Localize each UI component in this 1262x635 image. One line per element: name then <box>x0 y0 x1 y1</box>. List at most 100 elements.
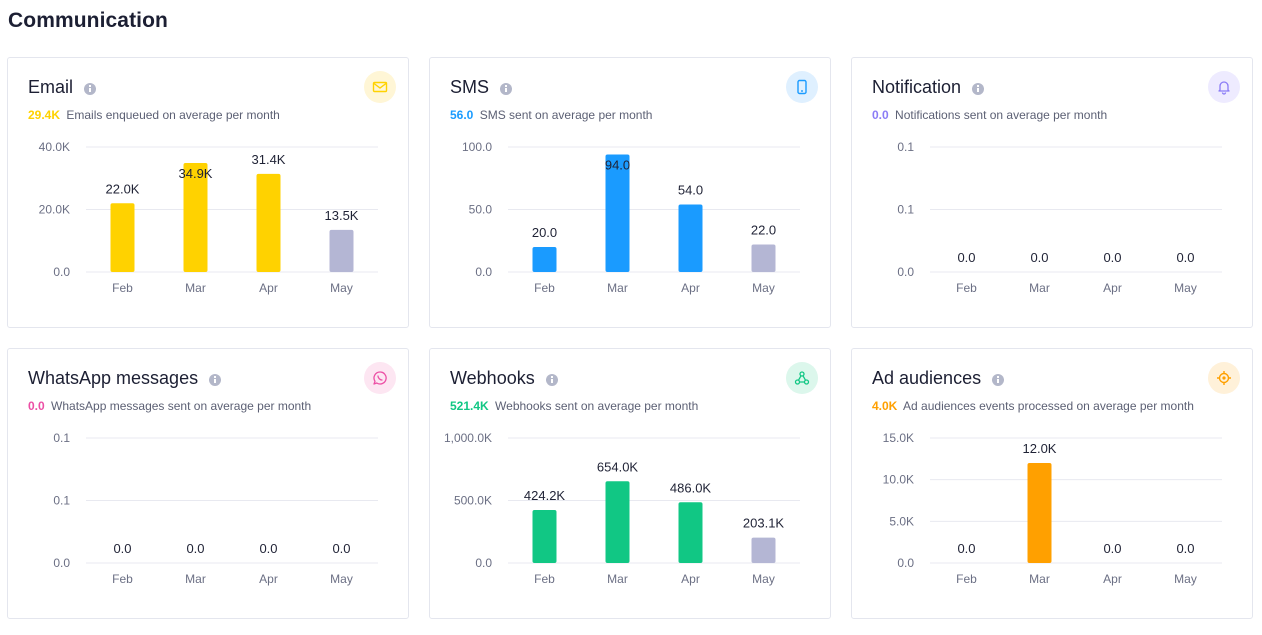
webhooks-card: Webhooks 521.4K Webhooks sent on average… <box>429 348 831 619</box>
info-icon[interactable] <box>500 82 513 95</box>
bell-icon <box>1208 71 1240 103</box>
page-title: Communication <box>8 9 168 32</box>
card-summary: 0.0 WhatsApp messages sent on average pe… <box>28 399 311 413</box>
card-title-row: Email <box>28 77 97 98</box>
card-summary: 29.4K Emails enqueued on average per mon… <box>28 108 280 122</box>
card-title: Ad audiences <box>872 368 982 388</box>
notification-card: Notification 0.0 Notifications sent on a… <box>851 57 1253 328</box>
y-tick-label: 0.0 <box>897 265 914 279</box>
x-tick-label: May <box>1174 281 1197 295</box>
x-tick-label: Feb <box>112 572 133 586</box>
bar-value-label: 34.9K <box>179 166 213 181</box>
bar-value-label: 31.4K <box>252 152 286 167</box>
bar-value-label: 0.0 <box>1176 541 1194 556</box>
bar-mar[interactable] <box>183 162 208 272</box>
bar-value-label: 22.0 <box>751 223 776 238</box>
x-tick-label: May <box>752 281 775 295</box>
bar-apr[interactable] <box>256 173 281 272</box>
x-tick-label: Mar <box>1029 281 1050 295</box>
whatsapp-card: WhatsApp messages 0.0 WhatsApp messages … <box>7 348 409 619</box>
bar-mar[interactable] <box>605 481 630 563</box>
summary-text: Emails enqueued on average per month <box>66 108 280 122</box>
x-tick-label: Mar <box>607 281 628 295</box>
info-icon[interactable] <box>84 82 97 95</box>
webhook-icon <box>786 362 818 394</box>
bar-value-label: 0.0 <box>957 541 975 556</box>
info-icon[interactable] <box>972 82 985 95</box>
x-tick-label: Feb <box>956 281 977 295</box>
bar-value-label: 12.0K <box>1023 441 1057 456</box>
bar-feb[interactable] <box>532 247 557 272</box>
y-tick-label: 0.0 <box>53 265 70 279</box>
bar-value-label: 0.0 <box>1103 250 1121 265</box>
card-title-row: WhatsApp messages <box>28 368 222 389</box>
y-tick-label: 10.0K <box>883 473 914 487</box>
bar-may[interactable] <box>751 537 776 563</box>
x-tick-label: May <box>1174 572 1197 586</box>
bar-value-label: 486.0K <box>670 480 712 495</box>
y-tick-label: 0.0 <box>475 556 492 570</box>
bar-may[interactable] <box>329 229 354 272</box>
card-summary: 4.0K Ad audiences events processed on av… <box>872 399 1194 413</box>
y-tick-label: 0.1 <box>53 494 70 508</box>
card-title-row: Webhooks <box>450 368 558 389</box>
email-card: Email 29.4K Emails enqueued on average p… <box>7 57 409 328</box>
x-tick-label: Mar <box>185 572 206 586</box>
y-tick-label: 0.1 <box>53 431 70 445</box>
bar-value-label: 0.0 <box>332 541 350 556</box>
bar-value-label: 654.0K <box>597 459 639 474</box>
y-tick-label: 15.0K <box>883 431 914 445</box>
card-title-row: Notification <box>872 77 985 98</box>
info-icon[interactable] <box>545 373 558 386</box>
bar-value-label: 0.0 <box>1030 250 1048 265</box>
bar-value-label: 0.0 <box>957 250 975 265</box>
summary-text: SMS sent on average per month <box>479 108 653 122</box>
card-title-row: Ad audiences <box>872 368 1005 389</box>
x-tick-label: Feb <box>534 572 555 586</box>
bar-value-label: 13.5K <box>325 208 359 223</box>
bar-feb[interactable] <box>532 509 557 563</box>
summary-text: Ad audiences events processed on average… <box>903 399 1194 413</box>
card-summary: 521.4K Webhooks sent on average per mont… <box>450 399 698 413</box>
summary-value: 56.0 <box>450 108 474 122</box>
bar-value-label: 22.0K <box>106 181 140 196</box>
y-tick-label: 50.0 <box>469 203 493 217</box>
webhooks-chart: 0.0 500.0K 1,000.0K 424.2K Feb 654.0K Mar 486.0… <box>444 431 800 586</box>
envelope-icon <box>364 71 396 103</box>
y-tick-label: 0.0 <box>897 556 914 570</box>
y-tick-label: 100.0 <box>462 140 492 154</box>
whatsapp-icon <box>364 362 396 394</box>
y-tick-label: 5.0K <box>889 514 914 528</box>
bar-feb[interactable] <box>110 203 135 272</box>
bar-value-label: 0.0 <box>1103 541 1121 556</box>
summary-value: 0.0 <box>872 108 889 122</box>
card-title: Webhooks <box>450 368 535 388</box>
bar-apr[interactable] <box>678 502 703 563</box>
sms-chart: 0.0 50.0 100.0 20.0 Feb 94.0 Mar 54.0 Apr 22.0 May <box>462 140 800 295</box>
bar-mar[interactable] <box>605 154 630 273</box>
y-tick-label: 0.1 <box>897 203 914 217</box>
card-title: Email <box>28 77 74 97</box>
info-icon[interactable] <box>992 373 1005 386</box>
bar-value-label: 0.0 <box>1176 250 1194 265</box>
x-tick-label: Apr <box>1103 281 1122 295</box>
summary-text: Notifications sent on average per month <box>895 108 1108 122</box>
x-tick-label: Apr <box>681 572 700 586</box>
card-title: SMS <box>450 77 490 97</box>
x-tick-label: Mar <box>185 281 206 295</box>
x-tick-label: Apr <box>259 572 278 586</box>
summary-value: 521.4K <box>450 399 489 413</box>
bar-mar[interactable] <box>1027 463 1052 563</box>
card-summary: 0.0 Notifications sent on average per mo… <box>872 108 1107 122</box>
bar-value-label: 0.0 <box>186 541 204 556</box>
bar-apr[interactable] <box>678 204 703 273</box>
mobile-phone-icon <box>786 71 818 103</box>
card-title-row: SMS <box>450 77 513 98</box>
ad-audiences-chart: 0.0 5.0K 10.0K 15.0K 0.0 Feb 12.0K Mar 0.0 Apr 0.0… <box>883 431 1222 586</box>
whatsapp-chart: 0.0 0.1 0.1 0.0 Feb 0.0 Mar 0.0 Apr 0.0 May <box>53 431 378 586</box>
x-tick-label: Apr <box>259 281 278 295</box>
y-tick-label: 40.0K <box>39 140 70 154</box>
bar-may[interactable] <box>751 244 776 273</box>
summary-text: Webhooks sent on average per month <box>495 399 699 413</box>
info-icon[interactable] <box>209 373 222 386</box>
